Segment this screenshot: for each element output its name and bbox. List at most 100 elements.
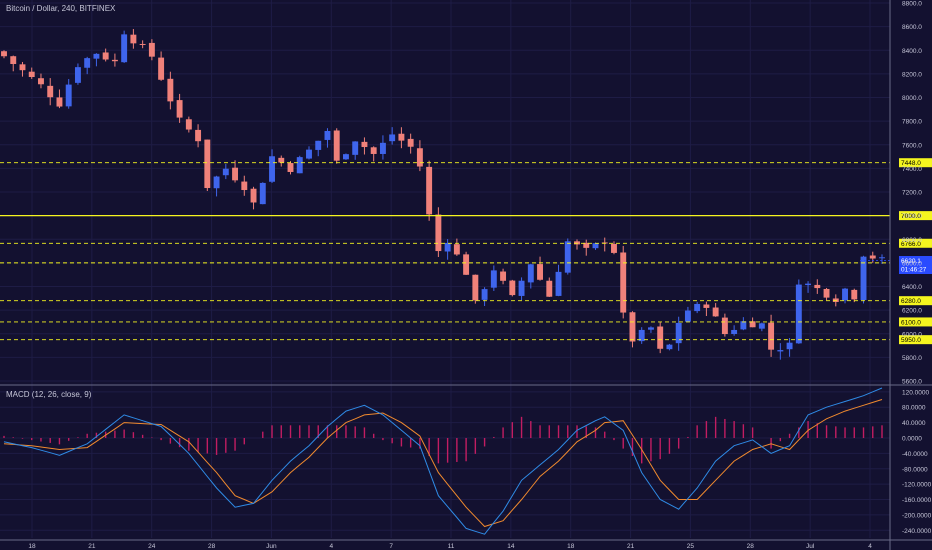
- candle-body: [398, 133, 405, 141]
- candle-body: [232, 167, 239, 181]
- macd-title: MACD (12, 26, close, 9): [6, 390, 92, 399]
- candle-body: [851, 289, 858, 300]
- candle-body: [879, 257, 885, 259]
- symbol-title: Bitcoin / Dollar, 240, BITFINEX: [6, 4, 116, 13]
- candle-body: [823, 288, 830, 298]
- candle-body: [28, 71, 35, 78]
- candle-body: [389, 134, 396, 142]
- macd-y-tick-label: -200.0000: [902, 512, 932, 519]
- last-price-label: 6620.1: [901, 258, 921, 265]
- y-tick-label: 7600.0: [902, 142, 922, 149]
- candle-body: [269, 156, 275, 182]
- y-tick-label: 7200.0: [902, 190, 922, 197]
- candle-body: [84, 58, 91, 68]
- candle-body: [287, 163, 294, 172]
- candle-body: [555, 271, 562, 296]
- candle-body: [638, 329, 645, 342]
- level-badge-label: 6766.0: [901, 241, 921, 248]
- candle-body: [315, 140, 322, 150]
- y-tick-label: 6600.0: [902, 260, 922, 267]
- candle-body: [721, 317, 728, 335]
- level-badge-label: 5950.0: [901, 337, 921, 344]
- y-tick-label: 8800.0: [902, 1, 922, 8]
- y-tick-label: 8600.0: [902, 24, 922, 31]
- candle-body: [222, 168, 229, 176]
- y-tick-label: 8000.0: [902, 95, 922, 102]
- x-tick-label: 11: [448, 543, 455, 550]
- candle-body: [749, 321, 756, 328]
- y-tick-label: 6400.0: [902, 284, 922, 291]
- macd-y-tick-label: -240.0000: [902, 528, 932, 535]
- candle-body: [343, 154, 349, 160]
- candle-body: [10, 56, 17, 65]
- candle-body: [250, 188, 257, 203]
- candle-body: [629, 312, 636, 342]
- candle-body: [241, 181, 248, 191]
- macd-y-tick-label: 0.0000: [902, 436, 922, 443]
- candle-body: [546, 280, 553, 297]
- candle-body: [490, 270, 497, 288]
- candle-body: [47, 85, 54, 98]
- y-tick-label: 6000.0: [902, 331, 922, 338]
- level-badge: [899, 211, 932, 221]
- candle-body: [684, 310, 691, 322]
- candle-body: [426, 166, 433, 215]
- candle-body: [611, 243, 617, 253]
- candle-body: [657, 326, 664, 349]
- macd-pane: [3, 387, 883, 535]
- candle-body: [472, 274, 479, 301]
- x-tick-label: 18: [28, 543, 36, 550]
- macd-y-tick-label: -80.0000: [902, 466, 928, 473]
- candle-body: [158, 57, 165, 80]
- candle-body: [481, 289, 488, 300]
- candle-body: [407, 138, 414, 147]
- candle-body: [537, 264, 543, 280]
- macd-y-tick-label: 120.0000: [902, 389, 929, 396]
- level-badge-label: 6100.0: [901, 319, 921, 326]
- y-tick-label: 5600.0: [902, 379, 922, 386]
- level-badge: [899, 238, 932, 248]
- level-badge: [899, 317, 932, 327]
- x-tick-label: 21: [88, 543, 96, 550]
- candle-body: [93, 53, 100, 59]
- candle-body: [805, 283, 812, 286]
- candle-body: [795, 284, 802, 344]
- candle-body: [786, 342, 793, 350]
- level-badge: [899, 335, 932, 345]
- candle-body: [731, 329, 738, 334]
- candle-body: [379, 142, 386, 154]
- candle-body: [296, 157, 303, 174]
- candle-body: [860, 256, 867, 301]
- level-badge-label: 7448.0: [901, 160, 921, 167]
- candle-body: [333, 130, 340, 161]
- candle-body: [758, 323, 765, 329]
- candle-body: [703, 304, 710, 308]
- x-tick-label: 7: [389, 543, 393, 550]
- macd-y-tick-label: -160.0000: [902, 497, 932, 504]
- candle-body: [278, 157, 285, 163]
- candle-body: [370, 147, 377, 154]
- candle-body: [527, 264, 534, 283]
- y-tick-label: 8200.0: [902, 71, 922, 78]
- candle-body: [121, 34, 128, 63]
- candle-body: [259, 182, 266, 205]
- macd-line: [3, 387, 883, 535]
- candle-body: [500, 271, 507, 281]
- candle-body: [416, 148, 423, 167]
- candle-body: [213, 176, 220, 189]
- y-tick-label: 6200.0: [902, 308, 922, 315]
- candle-body: [435, 214, 442, 252]
- candle-body: [111, 59, 118, 62]
- candle-body: [167, 78, 174, 102]
- candle-body: [564, 241, 571, 273]
- level-badge: [899, 158, 932, 168]
- candle-body: [768, 322, 775, 350]
- candle-body: [65, 84, 72, 107]
- candle-body: [777, 350, 784, 352]
- macd-y-tick-label: 80.0000: [902, 405, 926, 412]
- candle-body: [869, 255, 876, 259]
- y-tick-label: 7800.0: [902, 119, 922, 126]
- x-tick-label: 4: [868, 543, 872, 550]
